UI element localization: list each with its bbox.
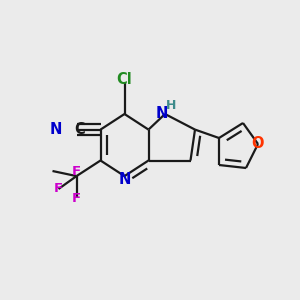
Text: F: F — [72, 191, 81, 205]
Text: F: F — [72, 165, 81, 178]
Text: C: C — [74, 122, 85, 137]
Text: O: O — [252, 136, 264, 152]
Text: N: N — [49, 122, 62, 137]
Text: Cl: Cl — [117, 72, 132, 87]
Text: N: N — [118, 172, 131, 187]
Text: F: F — [54, 182, 63, 196]
Text: N: N — [156, 106, 168, 122]
Text: H: H — [166, 99, 176, 112]
